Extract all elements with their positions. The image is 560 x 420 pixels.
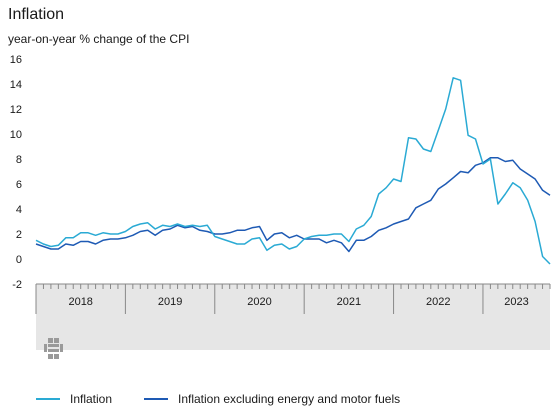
y-tick-label: 8	[16, 154, 22, 166]
y-tick-label: 4	[16, 204, 22, 216]
series-line-inflation	[35, 77, 551, 265]
x-year-label: 2022	[426, 296, 450, 308]
y-tick-label: 10	[10, 129, 22, 141]
y-tick-label: -2	[12, 279, 22, 291]
legend-swatch-core	[144, 398, 168, 400]
line-chart: 16 14 12 10 8 6 4 2 0 -2 2018 2019 2020 2021 2022 2023	[10, 54, 551, 359]
x-year-label: 2019	[158, 296, 182, 308]
x-year-label: 2020	[247, 296, 271, 308]
legend-item-inflation: Inflation	[36, 392, 112, 406]
y-tick-label: 2	[16, 229, 22, 241]
y-tick-label: 16	[10, 54, 22, 66]
chart-title: Inflation	[8, 6, 65, 23]
x-year-label: 2021	[337, 296, 361, 308]
legend-item-core: Inflation excluding energy and motor fue…	[144, 392, 400, 406]
cbs-logo-icon	[44, 338, 63, 359]
legend-label-inflation: Inflation	[70, 392, 113, 406]
series-line-core	[35, 157, 551, 253]
chart-subtitle: year-on-year % change of the CPI	[8, 32, 190, 46]
chart-legend: Inflation Inflation excluding energy and…	[0, 392, 560, 412]
y-tick-label: 14	[10, 79, 22, 91]
y-tick-label: 0	[16, 254, 22, 266]
x-year-label: 2023	[504, 296, 528, 308]
x-axis-band	[36, 284, 550, 350]
y-tick-label: 12	[10, 104, 22, 116]
legend-swatch-inflation	[36, 398, 60, 400]
y-tick-label: 6	[16, 179, 22, 191]
legend-label-core: Inflation excluding energy and motor fue…	[178, 392, 401, 406]
x-year-label: 2018	[68, 296, 92, 308]
